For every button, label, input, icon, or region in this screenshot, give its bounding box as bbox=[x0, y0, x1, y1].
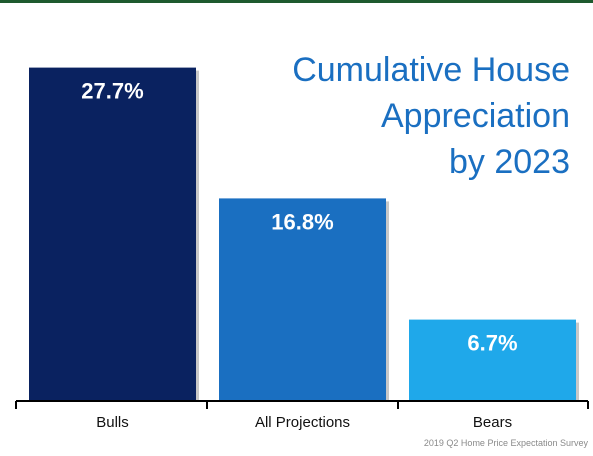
chart-title-line-1: Cumulative House bbox=[292, 51, 570, 89]
top-border bbox=[0, 0, 593, 3]
value-label: 27.7% bbox=[81, 79, 143, 104]
source-note: 2019 Q2 Home Price Expectation Survey bbox=[424, 438, 589, 448]
category-label: All Projections bbox=[255, 414, 350, 431]
bar-all-projections bbox=[219, 198, 386, 400]
category-label: Bulls bbox=[96, 414, 129, 431]
value-label: 16.8% bbox=[271, 209, 333, 234]
value-labels-group: 27.7% 16.8% 6.7% bbox=[81, 79, 517, 356]
chart-title-line-2: Appreciation bbox=[381, 97, 570, 135]
chart-title-line-3: by 2023 bbox=[449, 143, 570, 181]
bar-bears bbox=[409, 319, 576, 400]
bars-group bbox=[29, 67, 579, 400]
category-label: Bears bbox=[473, 414, 512, 431]
bar-bulls bbox=[29, 67, 196, 400]
x-axis-ticks bbox=[15, 401, 589, 409]
category-labels-group: Bulls All Projections Bears bbox=[96, 414, 512, 431]
value-label: 6.7% bbox=[467, 331, 517, 356]
